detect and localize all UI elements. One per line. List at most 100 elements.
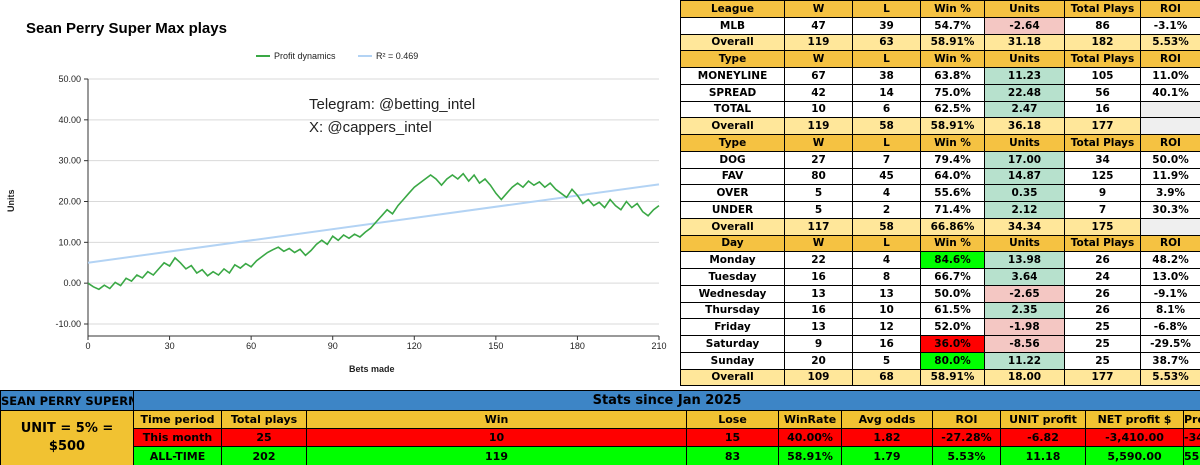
day-header-cell: Total Plays [1064,234,1141,253]
day-row: Saturday 9 16 36.0% -8.56 25 -29.5% [680,335,1200,353]
day-cell: 84.6% [920,251,985,269]
league-overall-cell: 119 [784,33,853,52]
type2-overall-cell: 34.34 [984,217,1065,236]
type2-cell: 5 [784,201,853,219]
hdr-winrate: WinRate [778,410,842,429]
hdr-total-plays: Total plays [221,410,307,429]
league-overall-cell: 182 [1064,33,1141,52]
hdr-profit-pct: Profit % [1182,410,1200,429]
type-cell: 10 [784,100,853,119]
day-header-cell: L [852,234,921,253]
type2-header-cell: Win % [920,134,985,152]
league-cell: -3.1% [1140,16,1200,35]
day-overall-cell: 5.53% [1140,368,1200,387]
day-cell: 25 [1064,335,1141,353]
day-header-cell: ROI [1140,234,1200,253]
league-header-cell: Win % [920,0,985,18]
type2-cell: 14.87 [984,167,1065,186]
type2-header-cell: Units [984,134,1065,152]
type2-row: DOG 27 7 79.4% 17.00 34 50.0% [680,150,1200,169]
day-overall-row: Overall 109 68 58.91% 18.00 177 5.53% [680,368,1200,387]
day-cell: 12 [852,318,921,336]
x-tick-label: 120 [407,341,422,351]
type2-cell: 71.4% [920,201,985,219]
day-cell: 9 [784,335,853,353]
type-header-cell: ROI [1140,50,1200,68]
day-cell: 25 [1064,318,1141,336]
type-cell [1140,100,1200,119]
type-row: TOTAL 10 6 62.5% 2.47 16 [680,100,1200,119]
day-cell: 38.7% [1140,351,1200,370]
day-header-cell: Win % [920,234,985,253]
type2-cell: 45 [852,167,921,186]
day-cell: 52.0% [920,318,985,336]
day-cell: 16 [852,335,921,353]
type2-row: UNDER 5 2 71.4% 2.12 7 30.3% [680,201,1200,219]
day-cell: -9.1% [1140,284,1200,303]
type2-cell: 27 [784,150,853,169]
type-overall-cell: 58.91% [920,117,985,135]
y-tick-label: 40.00 [58,115,81,125]
chart-title: Sean Perry Super Max plays [26,20,227,37]
day-cell: 66.7% [920,268,985,286]
type-cell: 75.0% [920,83,985,102]
type-cell: 22.48 [984,83,1065,102]
day-cell: 4 [852,251,921,269]
type2-header-cell: Type [680,134,785,152]
league-header-cell: ROI [1140,0,1200,18]
annotation-x: X: @cappers_intel [309,119,432,136]
type2-cell: 17.00 [984,150,1065,169]
legend-label-profit: Profit dynamics [274,51,336,61]
hdr-unit-profit: UNIT profit [1000,410,1086,429]
day-row: Monday 22 4 84.6% 13.98 26 48.2% [680,251,1200,269]
type-cell: 63.8% [920,67,985,85]
trend-line [87,183,660,264]
all-time-pct: 55.90% [1182,446,1200,465]
type2-row: OVER 5 4 55.6% 0.35 9 3.9% [680,184,1200,202]
type2-cell: UNDER [680,201,785,219]
day-cell: 8 [852,268,921,286]
type-cell: 67 [784,67,853,85]
type-header-cell: Type [680,50,785,68]
day-header-cell: Units [984,234,1065,253]
x-tick-label: 180 [570,341,585,351]
legend-label-trend: R² = 0.469 [376,51,418,61]
day-cell: 8.1% [1140,301,1200,320]
type2-header-row: Type W L Win % Units Total Plays ROI [680,134,1200,152]
type2-cell: 2 [852,201,921,219]
type-cell: 42 [784,83,853,102]
type2-cell: 4 [852,184,921,202]
day-cell: Wednesday [680,284,785,303]
day-header-cell: W [784,234,853,253]
chart-grid [88,78,659,325]
type-header-row: Type W L Win % Units Total Plays ROI [680,50,1200,68]
type-cell: 105 [1064,67,1141,85]
type-cell: 62.5% [920,100,985,119]
day-overall-cell: 109 [784,368,853,387]
this-month-winrate: 40.00% [778,428,842,447]
day-cell: 2.35 [984,301,1065,320]
type-overall-cell: 119 [784,117,853,135]
league-cell: 86 [1064,16,1141,35]
day-cell: 22 [784,251,853,269]
all-time-unit: 11.18 [1000,446,1086,465]
type2-overall-cell: 58 [852,217,921,236]
this-month-roi: -27.28% [932,428,1001,447]
hdr-net-profit: NET profit $ [1085,410,1184,429]
day-row: Thursday 16 10 61.5% 2.35 26 8.1% [680,301,1200,320]
type2-header-cell: ROI [1140,134,1200,152]
hdr-lose: Lose [686,410,779,429]
chart-panel: -10.00 0.00 10.00 20.00 30.00 40.00 50.00 0 30 6… [0,0,680,390]
day-cell: 20 [784,351,853,370]
all-time-odds: 1.79 [841,446,933,465]
league-overall-cell: 31.18 [984,33,1065,52]
type2-header-cell: Total Plays [1064,134,1141,152]
type-cell: MONEYLINE [680,67,785,85]
type2-cell: FAV [680,167,785,186]
this-month-lose: 15 [686,428,779,447]
type-row: SPREAD 42 14 75.0% 22.48 56 40.1% [680,83,1200,102]
type2-cell: 11.9% [1140,167,1200,186]
type-header-cell: W [784,50,853,68]
this-month-win: 10 [306,428,687,447]
profit-chart: -10.00 0.00 10.00 20.00 30.00 40.00 50.00 0 30 6… [6,51,667,374]
